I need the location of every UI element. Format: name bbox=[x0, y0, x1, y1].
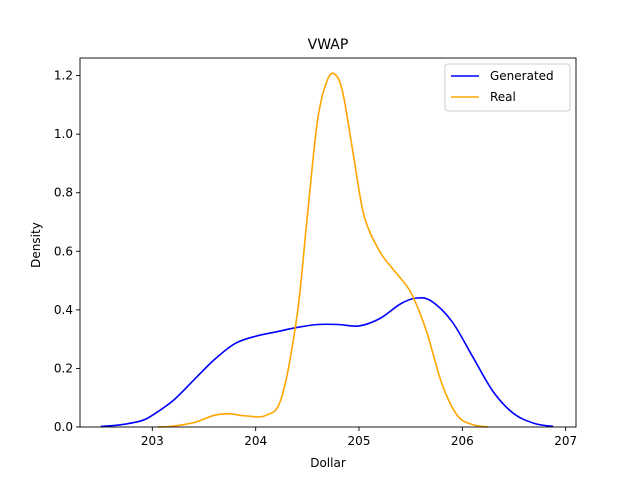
y-tick-label: 0.4 bbox=[54, 303, 73, 317]
x-tick-label: 207 bbox=[554, 434, 577, 448]
y-axis-label: Density bbox=[29, 222, 43, 268]
x-tick-label: 205 bbox=[348, 434, 371, 448]
y-tick-label: 1.0 bbox=[54, 127, 73, 141]
series-line-real bbox=[157, 72, 489, 428]
axes-frame bbox=[79, 57, 577, 428]
x-tick-label: 203 bbox=[141, 434, 164, 448]
legend-label-real: Real bbox=[490, 90, 516, 104]
chart-title: VWAP bbox=[308, 37, 349, 53]
y-tick-label: 0.8 bbox=[54, 186, 73, 200]
x-tick-label: 204 bbox=[244, 434, 267, 448]
x-axis-label: Dollar bbox=[310, 456, 346, 470]
plot-area: 203 204 205 206 207 0.0 0.2 0.4 0.6 0.8 1.0 1.2 bbox=[54, 57, 577, 448]
series-line-generated bbox=[100, 297, 554, 428]
y-tick-label: 0.6 bbox=[54, 244, 73, 258]
x-tick-label: 206 bbox=[451, 434, 474, 448]
legend-label-generated: Generated bbox=[490, 69, 554, 83]
y-tick-label: 0.0 bbox=[54, 420, 73, 434]
legend: Generated Real bbox=[444, 63, 571, 112]
y-tick-label: 0.2 bbox=[54, 361, 73, 375]
y-tick-label: 1.2 bbox=[54, 69, 73, 83]
